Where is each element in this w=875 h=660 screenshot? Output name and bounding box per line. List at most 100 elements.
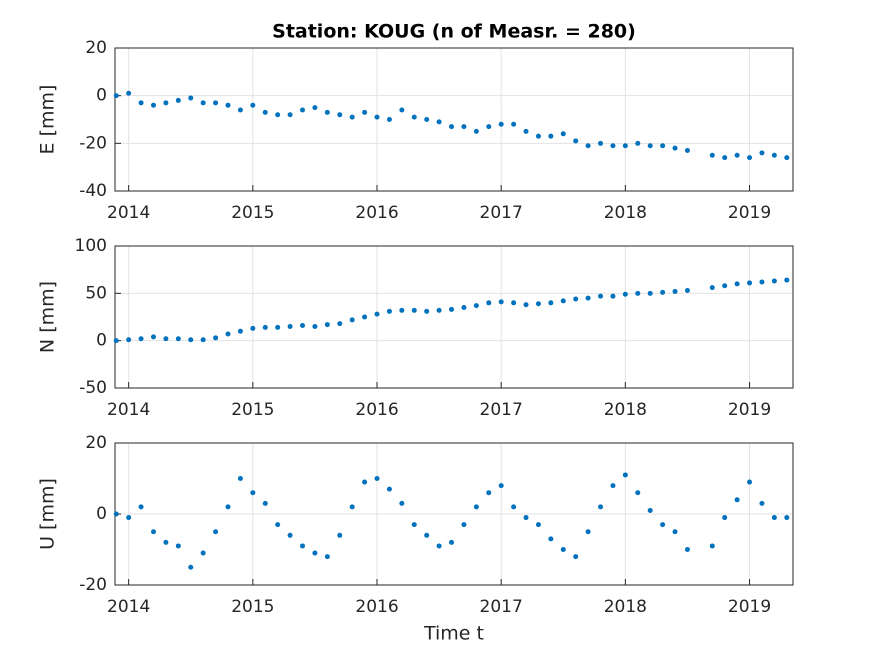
data-point xyxy=(548,536,554,542)
data-point xyxy=(138,100,144,106)
data-point xyxy=(535,133,541,139)
data-point xyxy=(573,138,579,144)
data-point xyxy=(709,285,715,291)
y-tick-label: 0 xyxy=(96,331,107,351)
data-point xyxy=(324,322,330,328)
data-point xyxy=(275,324,281,330)
data-point xyxy=(473,128,479,134)
axes-background xyxy=(115,48,793,191)
data-point xyxy=(337,112,343,118)
data-point xyxy=(287,112,293,118)
y-tick-label: -20 xyxy=(79,575,107,595)
data-point xyxy=(722,515,728,521)
data-point xyxy=(672,529,678,535)
x-tick-label: 2014 xyxy=(107,597,150,617)
x-tick-label: 2014 xyxy=(107,203,150,223)
data-point xyxy=(424,532,430,538)
data-point xyxy=(486,300,492,306)
data-point xyxy=(672,288,678,294)
data-point xyxy=(411,307,417,313)
x-tick-label: 2015 xyxy=(231,597,274,617)
data-point xyxy=(113,511,119,517)
data-point xyxy=(635,140,641,146)
data-point xyxy=(150,529,156,535)
data-point xyxy=(324,109,330,115)
data-point xyxy=(399,307,405,313)
y-tick-label: 100 xyxy=(75,236,107,256)
data-point xyxy=(734,152,740,158)
data-point xyxy=(548,300,554,306)
y-tick-label: 20 xyxy=(85,433,107,453)
data-point xyxy=(535,522,541,528)
data-point xyxy=(684,547,690,552)
axes-box xyxy=(114,245,794,389)
data-point xyxy=(399,107,405,113)
data-point xyxy=(734,281,740,287)
data-point xyxy=(598,293,604,299)
data-point xyxy=(449,539,455,545)
y-tick-label: 0 xyxy=(96,504,107,524)
x-tick-label: 2018 xyxy=(604,597,647,617)
data-point xyxy=(150,102,156,108)
data-point xyxy=(399,500,405,506)
x-tick-label: 2017 xyxy=(480,203,523,223)
data-point xyxy=(449,306,455,312)
data-point xyxy=(722,283,728,289)
data-point xyxy=(498,299,504,305)
data-point xyxy=(784,277,790,283)
x-tick-label: 2016 xyxy=(355,597,398,617)
axes-background xyxy=(115,246,793,388)
data-point xyxy=(759,500,765,506)
data-point xyxy=(622,143,628,149)
x-tick-label: 2019 xyxy=(728,597,771,617)
data-point xyxy=(473,504,479,510)
data-point xyxy=(188,564,194,570)
x-tick-label: 2019 xyxy=(728,400,771,420)
data-point xyxy=(660,143,666,149)
data-point xyxy=(250,102,256,108)
x-tick-label: 2014 xyxy=(107,400,150,420)
x-tick-label: 2019 xyxy=(728,203,771,223)
data-point xyxy=(511,300,517,306)
data-point xyxy=(200,337,206,343)
data-point xyxy=(349,317,355,323)
data-point xyxy=(250,325,256,331)
y-tick-label: -20 xyxy=(79,133,107,153)
data-point xyxy=(374,476,380,481)
x-tick-label: 2015 xyxy=(231,203,274,223)
data-point xyxy=(300,107,306,113)
data-point xyxy=(411,114,417,120)
data-point xyxy=(163,100,169,106)
data-point xyxy=(411,522,417,528)
data-point xyxy=(660,522,666,528)
data-point xyxy=(237,476,243,481)
data-point xyxy=(188,337,194,343)
y-axis-label: E [mm] xyxy=(37,85,59,155)
chart-title: Station: KOUG (n of Measr. = 280) xyxy=(272,21,636,43)
y-tick-label: -50 xyxy=(79,378,107,398)
data-point xyxy=(486,490,492,496)
data-point xyxy=(287,532,293,538)
data-point xyxy=(213,529,219,535)
data-point xyxy=(747,479,753,485)
data-point xyxy=(759,150,765,156)
data-point xyxy=(684,287,690,293)
data-point xyxy=(622,291,628,297)
data-point xyxy=(324,554,330,560)
data-point xyxy=(200,550,206,556)
data-point xyxy=(622,472,628,478)
data-point xyxy=(784,515,790,521)
data-point xyxy=(113,93,119,99)
data-point xyxy=(175,336,181,342)
data-point xyxy=(573,554,579,560)
y-tick-label: 0 xyxy=(96,86,107,106)
x-tick-label: 2018 xyxy=(604,203,647,223)
data-point xyxy=(126,515,132,521)
data-point xyxy=(461,522,467,528)
data-point xyxy=(598,140,604,146)
data-point xyxy=(672,145,678,151)
data-point xyxy=(523,128,529,134)
y-axis-label: N [mm] xyxy=(37,281,59,353)
data-point xyxy=(225,504,231,510)
